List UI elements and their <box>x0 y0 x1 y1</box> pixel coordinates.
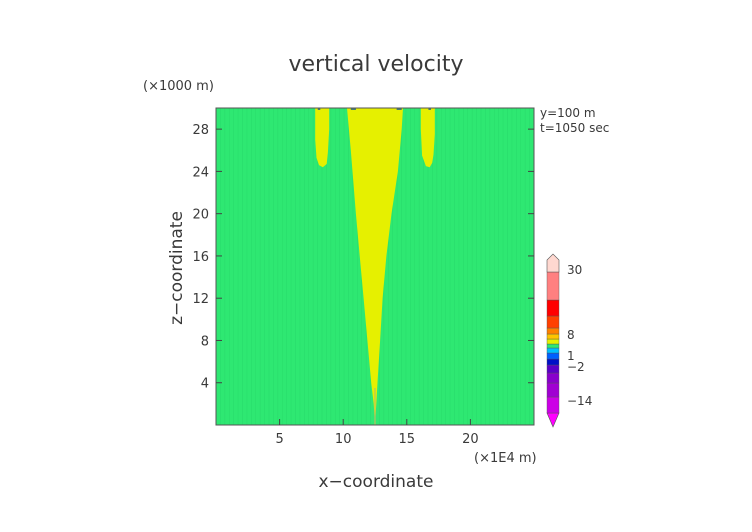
x-tick-label: 5 <box>275 432 283 447</box>
plot-frame <box>215 107 535 426</box>
colorbar-label: 8 <box>567 328 575 342</box>
y-axis-label: z−coordinate <box>167 211 187 325</box>
colorbar-band <box>546 253 560 273</box>
colorbar-band <box>546 343 560 349</box>
y-tick-label: 28 <box>192 123 209 138</box>
region-central-updraft <box>347 108 403 425</box>
y-tick-label: 20 <box>192 208 209 223</box>
y-tick-label: 16 <box>192 250 209 265</box>
colorbar-label: −14 <box>567 394 592 408</box>
colorbar-label: −2 <box>567 360 585 374</box>
colorbar-band <box>546 347 560 354</box>
colorbar: 30 8 1−2 −14 <box>546 253 592 428</box>
colorbar-band <box>546 352 560 360</box>
colorbar-band <box>546 364 560 374</box>
plot-area: 5 10 15 20 4 8 12 16 20 24 28 <box>192 107 535 447</box>
y-tick-label: 12 <box>192 292 209 307</box>
colorbar-band <box>546 358 560 366</box>
y-tick-label: 8 <box>201 334 209 349</box>
x-tick-label: 10 <box>335 432 352 447</box>
y-tick-label: 4 <box>201 377 209 392</box>
x-axis-unit: (×1E4 m) <box>474 451 537 466</box>
y-axis-unit: (×1000 m) <box>143 79 214 94</box>
colorbar-band <box>546 299 560 317</box>
colorbar-band <box>546 315 560 329</box>
region-left-updraft <box>315 108 330 168</box>
colorbar-band <box>546 396 560 414</box>
chart-title: vertical velocity <box>288 52 463 77</box>
colorbar-band <box>546 327 560 335</box>
colorbar-band <box>546 412 560 428</box>
colorbar-band <box>546 372 560 384</box>
x-tick-label: 20 <box>462 432 479 447</box>
colorbar-label: 30 <box>567 263 582 277</box>
y-tick-label: 24 <box>192 165 209 180</box>
colorbar-band <box>546 333 560 340</box>
colorbar-band <box>546 271 560 301</box>
annotation-time: t=1050 sec <box>540 121 609 135</box>
region-right-updraft <box>420 108 435 168</box>
x-tick-label: 15 <box>399 432 416 447</box>
colorbar-band <box>546 382 560 398</box>
annotation-y-position: y=100 m <box>540 106 596 120</box>
colorbar-band <box>546 338 560 345</box>
x-axis-label: x−coordinate <box>319 472 434 492</box>
colorbar-label: 1 <box>567 349 575 363</box>
